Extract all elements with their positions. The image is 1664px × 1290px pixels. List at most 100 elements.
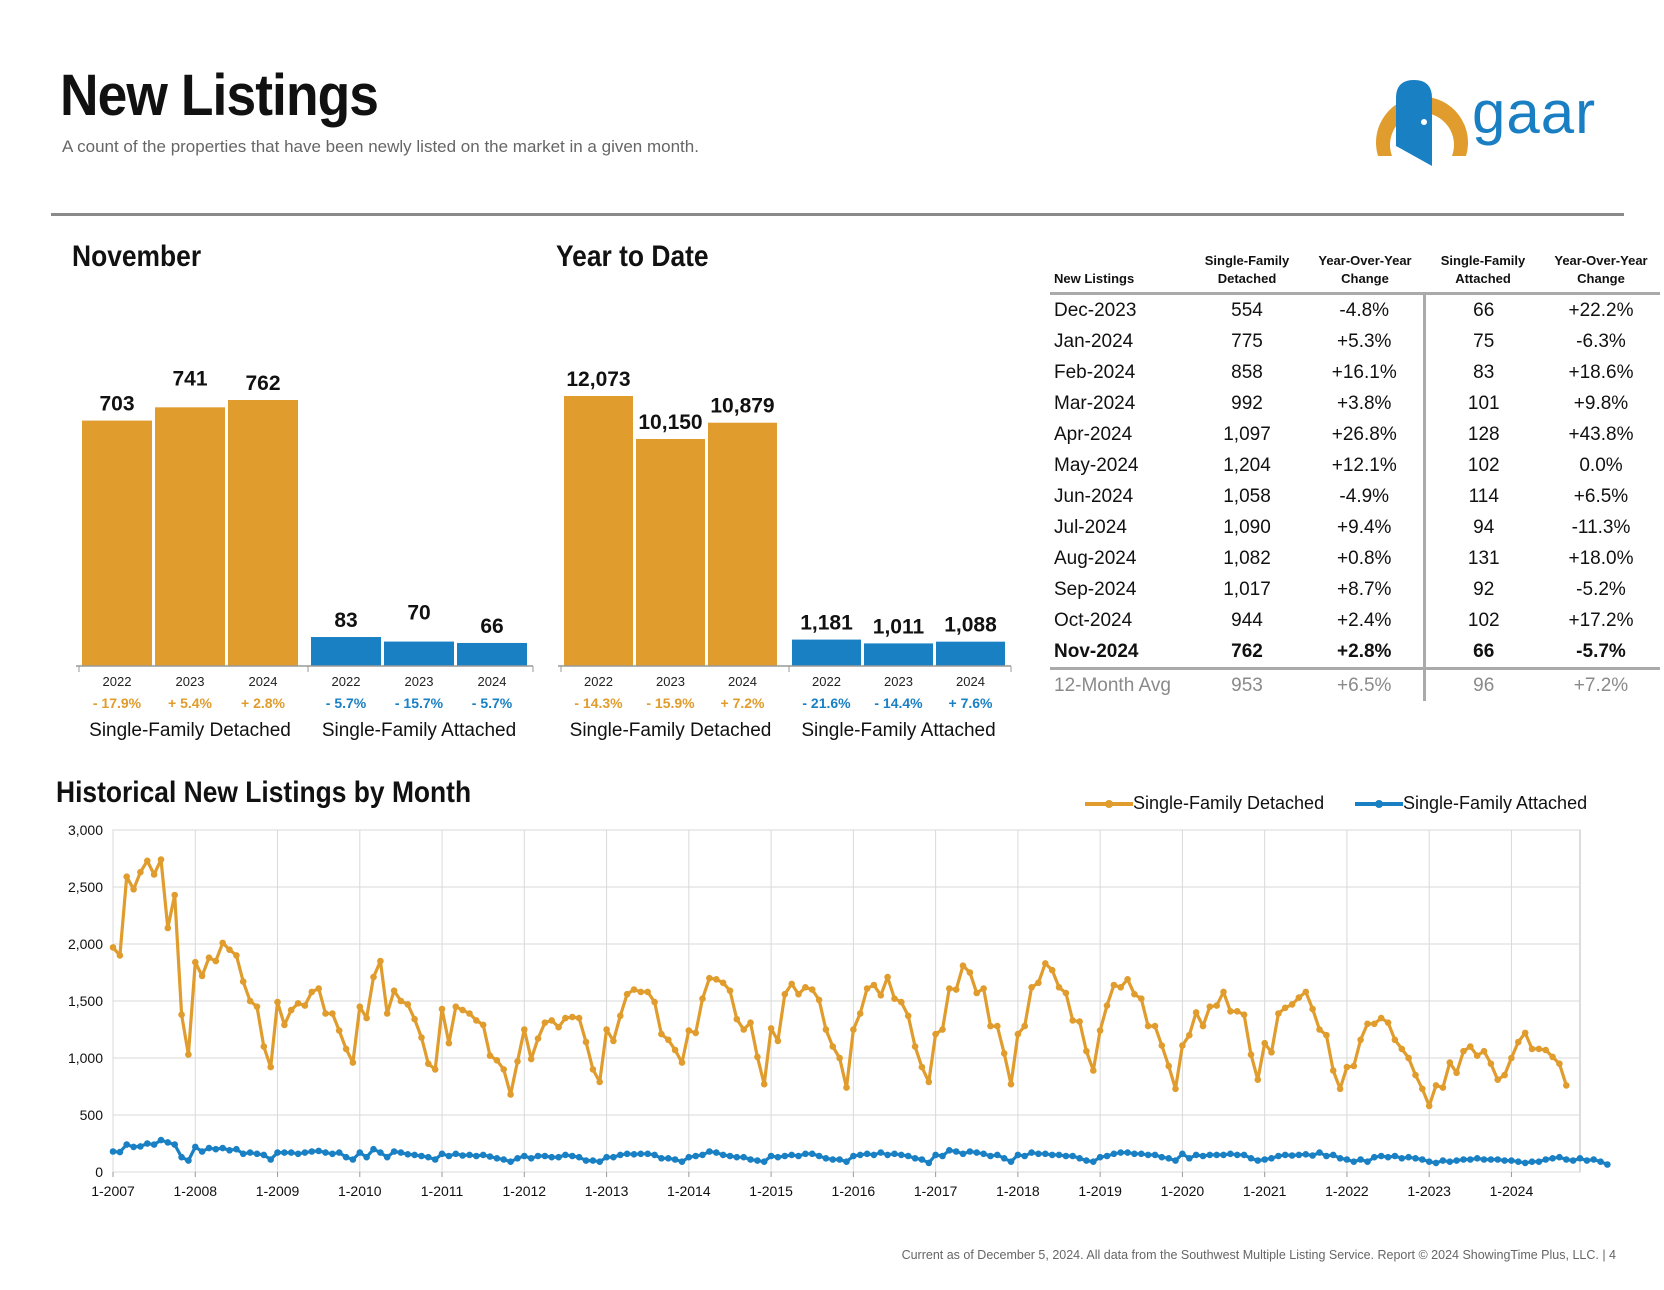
detached-point [973,989,980,997]
attached-point [877,1149,885,1156]
attached-point [1254,1157,1262,1164]
detached-point [1172,1085,1179,1093]
attached-point [541,1152,549,1160]
detached-point [555,1023,562,1031]
table-row: Mar-2024 992 +3.8% 101 +9.8% [1050,388,1660,419]
detached-point [144,857,151,865]
attached-point [569,1152,576,1160]
x-tick-label: 1-2020 [1161,1183,1205,1199]
ytd-bar-chart: 12,073 2022 - 14.3% 10,150 2023 - 15.9% 10,879… [558,368,1012,740]
header-divider [51,213,1624,216]
detached-point [500,1066,508,1073]
detached-point [479,1021,487,1029]
detached-point [185,1051,192,1058]
detached-point [1453,1069,1460,1077]
x-tick-label: 1-2009 [256,1183,300,1199]
november-change-label: - 5.7% [326,695,367,711]
attached-point [1583,1157,1591,1164]
detached-point [534,1035,542,1042]
attached-point [1432,1159,1440,1167]
attached-point [548,1153,555,1161]
historical-line-chart: 0 500 1,000 1,500 2,000 2,500 3,000 1-2007 1-200… [68,822,1611,1199]
attached-point [1323,1152,1330,1160]
detached-point [383,1010,391,1017]
attached-point [1014,1151,1022,1159]
detached-point [994,1022,1001,1030]
attached-point [1096,1153,1104,1161]
detached-point [946,985,953,992]
detached-cell: 1,017 [1223,578,1271,600]
ytd-year-tick: 2023 [656,674,685,689]
attached-point [713,1149,720,1156]
table-avg-row: 12-Month Avg 953 +6.5% 96 +7.2% [1050,667,1660,701]
attached-point [891,1150,898,1158]
attached-point [219,1144,226,1152]
x-tick-label: 1-2008 [173,1183,217,1199]
attached-point [555,1153,562,1161]
attached-point [1412,1155,1419,1162]
detached-point [1131,990,1138,998]
detached-point [1220,988,1227,996]
detached-point [1144,1022,1152,1030]
attached-point [1439,1157,1447,1164]
detached-point [411,1015,418,1023]
detached-yoy-cell: +3.8% [1337,392,1392,414]
attached-point [267,1156,275,1163]
attached-point [109,1148,117,1155]
detached-cell: 1,204 [1223,454,1271,476]
detached-point [678,1059,686,1066]
detached-point [617,1012,624,1020]
attached-point [1295,1151,1303,1159]
attached-point [1151,1151,1159,1159]
detached-point [760,1080,768,1088]
detached-point [788,980,795,988]
attached-point [1028,1149,1035,1156]
attached-point [1446,1158,1454,1165]
detached-point [342,1045,350,1053]
detached-point [630,986,638,993]
detached-point [959,962,967,969]
detached-point [692,1029,699,1037]
detached-point [932,1030,939,1038]
logo-wordmark: gaar [1472,79,1597,146]
attached-point [411,1151,418,1159]
ytd-change-label: - 14.3% [574,695,623,711]
attached-point [610,1153,617,1161]
detached-point [987,1022,994,1030]
col-header-attached: Single-Family Attached [1440,253,1526,286]
ytd-group-label: Single-Family Detached [570,720,772,740]
detached-point [157,856,165,863]
detached-point [891,995,898,1002]
x-tick-label: 1-2022 [1325,1183,1369,1199]
x-tick-label: 1-2011 [421,1183,464,1199]
attached-point [1419,1156,1426,1163]
ytd-title: Year to Date [556,240,709,273]
detached-point [925,1078,933,1086]
detached-point [246,997,254,1005]
detached-point [287,1006,295,1014]
attached-point [589,1157,597,1164]
historical-title: Historical New Listings by Month [56,776,472,809]
detached-point [205,954,213,961]
detached-point [1165,1062,1172,1070]
attached-point [562,1151,569,1159]
detached-point [610,1037,617,1045]
detached-point [575,1014,583,1022]
detached-point [1055,984,1063,991]
detached-point [870,981,878,989]
attached-yoy-cell: +18.0% [1568,547,1634,569]
y-tick-label: 3,000 [68,822,103,838]
detached-point [459,1006,466,1014]
detached-point [1206,1003,1214,1010]
attached-point [1233,1151,1241,1159]
attached-point [486,1153,494,1160]
attached-point [370,1145,377,1153]
table-row: Dec-2023 554 -4.8% 66 +22.2% [1050,293,1660,326]
ytd-year-tick: 2022 [812,674,841,689]
ytd-bar-label: 12,073 [566,368,630,391]
detached-point [137,868,144,876]
ytd-bar [792,639,861,666]
attached-point [459,1152,466,1159]
detached-yoy-cell: +2.8% [1337,640,1392,662]
attached-point [233,1145,240,1153]
